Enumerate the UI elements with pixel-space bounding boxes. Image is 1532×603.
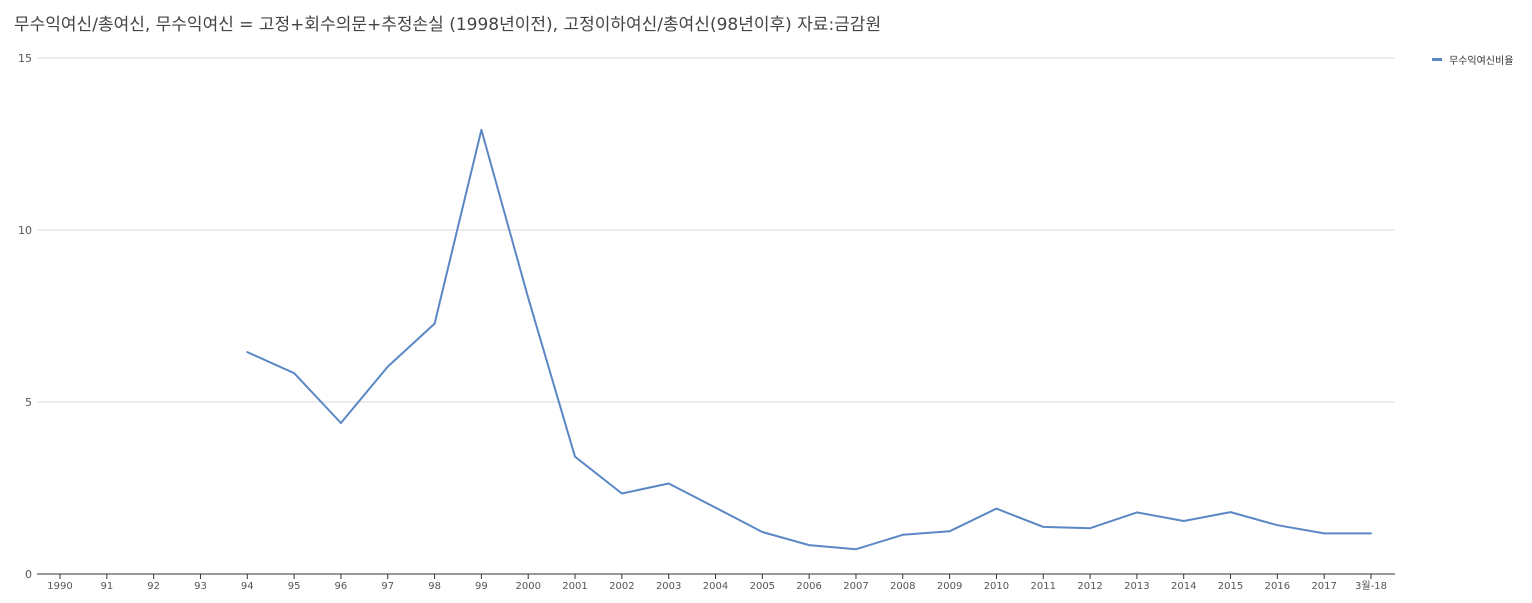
x-tick-label: 2014 (1171, 581, 1196, 592)
x-tick-label: 2010 (984, 581, 1009, 592)
x-tick-label: 2016 (1265, 581, 1290, 592)
x-tick-label: 2004 (703, 581, 728, 592)
x-tick-label: 2003 (656, 581, 681, 592)
x-tick-label: 2002 (609, 581, 634, 592)
x-tick-label: 2009 (937, 581, 962, 592)
x-tick-label: 99 (475, 581, 488, 592)
y-tick-label: 0 (25, 568, 32, 581)
x-tick-label: 97 (381, 581, 394, 592)
x-tick-label: 96 (335, 581, 348, 592)
x-tick-label: 2012 (1077, 581, 1102, 592)
legend-label: 무수익여신비율 (1449, 56, 1514, 67)
x-tick-label: 1990 (47, 581, 72, 592)
x-tick-label: 2005 (750, 581, 775, 592)
y-tick-label: 10 (18, 224, 32, 237)
legend-swatch (1432, 58, 1442, 61)
x-tick-label: 2000 (515, 581, 540, 592)
x-tick-label: 2011 (1031, 581, 1056, 592)
x-tick-label: 95 (288, 581, 301, 592)
x-tick-label: 98 (428, 581, 441, 592)
x-tick-label: 2017 (1311, 581, 1336, 592)
x-tick-label: 2001 (562, 581, 587, 592)
x-tick-label: 2007 (843, 581, 868, 592)
x-tick-label: 2006 (796, 581, 821, 592)
x-tick-label: 91 (100, 581, 113, 592)
x-tick-label: 94 (241, 581, 254, 592)
x-tick-label: 3월-18 (1355, 580, 1387, 592)
x-tick-label: 2015 (1218, 581, 1243, 592)
chart-title: 무수익여신/총여신, 무수익여신 = 고정+회수의문+추정손실 (1998년이전… (14, 15, 882, 35)
series-line (246, 128, 1372, 551)
y-tick-label: 5 (25, 396, 32, 409)
legend: 무수익여신비율 (1432, 52, 1513, 67)
y-tick-label: 15 (18, 52, 32, 65)
x-tick-label: 93 (194, 581, 207, 592)
x-tick-label: 2008 (890, 581, 915, 592)
x-tick-label: 92 (147, 581, 160, 592)
x-tick-label: 2013 (1124, 581, 1149, 592)
